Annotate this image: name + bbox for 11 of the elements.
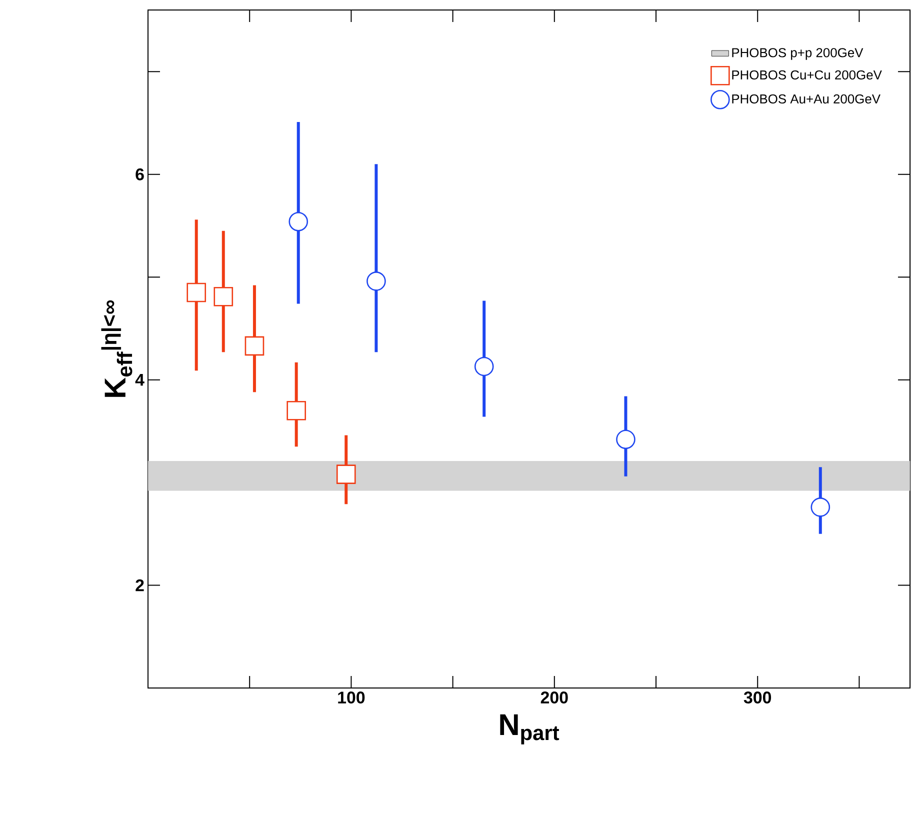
x-tick-label: 300	[744, 692, 772, 704]
x-axis-title: N$_{part}$	[500, 714, 560, 744]
y-tick-label: 6	[136, 168, 144, 180]
x-tick-label: 100	[338, 692, 365, 704]
legend-label: PHOBOS p+p 200GeV	[732, 48, 864, 60]
legend-label: PHOBOS Cu+Cu 200GeV	[732, 70, 882, 80]
y-axis-title: K$_{eff}$|η|<∞	[101, 300, 132, 397]
y-tick-label: 4	[135, 374, 144, 386]
x-tick-label: 200	[540, 692, 568, 704]
y-tick-label: 2	[136, 579, 144, 592]
legend-label: PHOBOS Au+Au 200GeV	[732, 94, 880, 104]
